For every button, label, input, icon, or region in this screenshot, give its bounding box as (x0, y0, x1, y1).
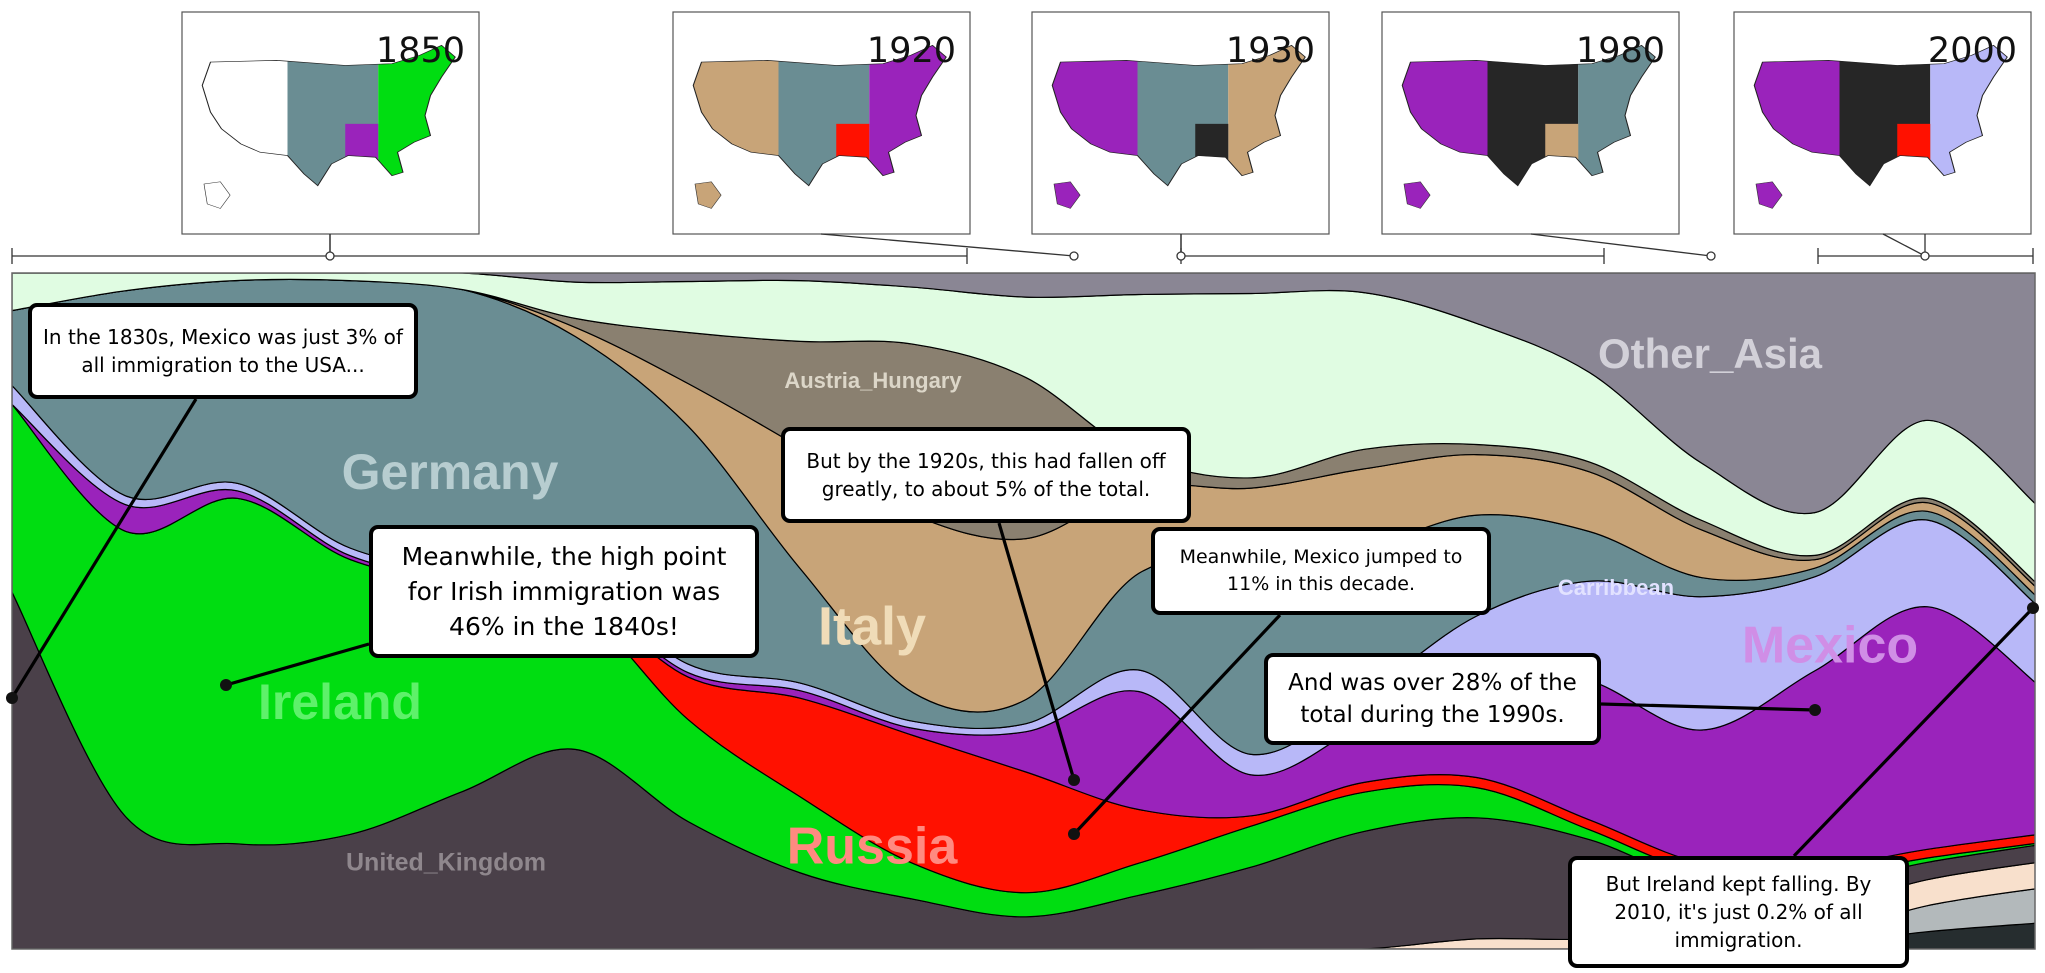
map-year-label: 1930 (1226, 31, 1315, 71)
map-1920: 1920 (673, 12, 970, 234)
annotation-box-ireland-1920s: But by the 1920s, this had fallen off gr… (781, 427, 1191, 523)
annotation-text: But by the 1920s, this had fallen off gr… (793, 447, 1179, 503)
map-thumbnails: 1850 1920 1930 1980 2000 (182, 12, 2031, 234)
timeline-node (326, 252, 334, 260)
connector-pin (1068, 828, 1080, 840)
label-germany: Germany (342, 444, 559, 500)
timeline-node (1921, 252, 1929, 260)
timeline (12, 234, 2033, 264)
annotation-box-ireland-2010: But Ireland kept falling. By 2010, it's … (1568, 856, 1909, 968)
timeline-node (1070, 252, 1078, 260)
timeline-link (1883, 234, 1925, 256)
annotation-box-mexico-1830s: In the 1830s, Mexico was just 3% of all … (28, 303, 418, 399)
timeline-node (1707, 252, 1715, 260)
map-year-label: 1980 (1576, 31, 1665, 71)
annotation-box-ireland-1840s: Meanwhile, the high point for Irish immi… (369, 525, 759, 658)
map-year-label: 1920 (867, 31, 956, 71)
connector-pin (1809, 704, 1821, 716)
map-1850: 1850 (182, 12, 479, 234)
timeline-link (821, 234, 1074, 256)
map-year-label: 2000 (1928, 31, 2017, 71)
connector-pin (6, 692, 18, 704)
annotation-text: Meanwhile, the high point for Irish immi… (381, 539, 747, 644)
label-italy: Italy (818, 596, 926, 656)
connector-pin (2027, 602, 2039, 614)
map-1980: 1980 (1382, 12, 1679, 234)
map-1930: 1930 (1032, 12, 1329, 234)
timeline-bracket (12, 248, 967, 264)
connector-pin (1068, 774, 1080, 786)
annotation-text: And was over 28% of the total during the… (1276, 667, 1589, 731)
label-mexico: Mexico (1742, 617, 1918, 675)
timeline-node (1177, 252, 1185, 260)
label-carribbean: Carribbean (1558, 575, 1674, 600)
label-russia: Russia (787, 818, 959, 876)
timeline-bracket (1181, 248, 1604, 264)
label-austria-hungary: Austria_Hungary (784, 368, 962, 393)
annotation-text: But Ireland kept falling. By 2010, it's … (1580, 870, 1897, 954)
map-2000: 2000 (1734, 12, 2031, 234)
timeline-link (1531, 234, 1711, 256)
map-year-label: 1850 (376, 31, 465, 71)
annotation-box-mexico-1990s: And was over 28% of the total during the… (1264, 653, 1601, 745)
annotation-box-mexico-1920s: Meanwhile, Mexico jumped to 11% in this … (1151, 527, 1491, 615)
label-ireland: Ireland (258, 674, 422, 730)
label-united-kingdom: United_Kingdom (346, 849, 546, 877)
annotation-text: In the 1830s, Mexico was just 3% of all … (40, 323, 406, 379)
annotation-text: Meanwhile, Mexico jumped to 11% in this … (1163, 544, 1479, 597)
label-other-asia: Other_Asia (1598, 330, 1823, 377)
connector-pin (220, 679, 232, 691)
